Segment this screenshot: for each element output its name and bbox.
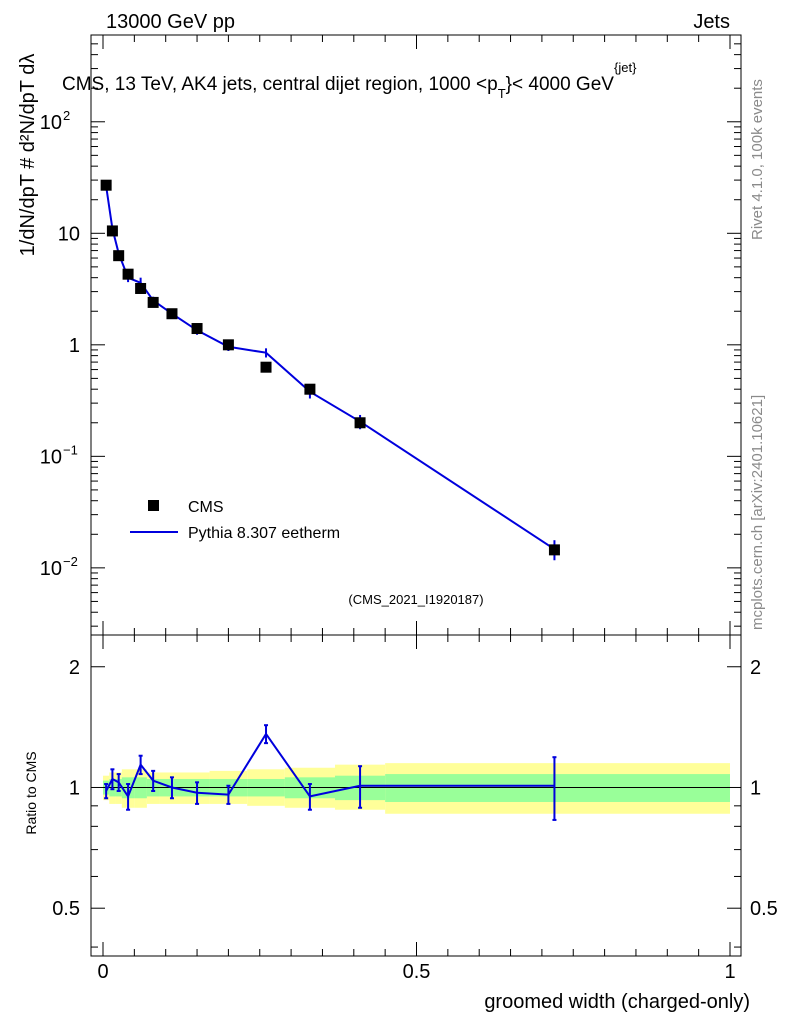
- data-point: [122, 268, 134, 280]
- main-title: CMS, 13 TeV, AK4 jets, central dijet reg…: [62, 74, 614, 101]
- legend: CMS Pythia 8.307 eetherm: [130, 499, 340, 542]
- ratio-plot: 0.5 0.5 1 1 2 2 0 0.5 1: [52, 634, 778, 983]
- watermark: (CMS_2021_I1920187): [348, 592, 483, 607]
- ratio-y-axis-label-text: Ratio to CMS: [23, 751, 39, 834]
- data-point: [113, 250, 125, 262]
- main-plot-frame: [90, 34, 742, 636]
- x-tick-label: 1: [724, 961, 735, 983]
- main-y-tick-exponent: −2: [63, 554, 78, 569]
- ratio-y-axis-label: Ratio to CMS: [23, 751, 39, 834]
- data-point: [191, 323, 203, 335]
- main-y-axis-label-text: 1/dN/dpT # d²N/dpT dλ: [17, 54, 39, 257]
- main-title-pre: CMS, 13 TeV, AK4 jets, central dijet reg…: [62, 74, 498, 95]
- x-tick-label: 0.5: [403, 961, 431, 983]
- mcplots-label: mcplots.cern.ch [arXiv:2401.10621]: [749, 395, 766, 630]
- data-point: [260, 361, 272, 373]
- data-point: [166, 308, 178, 320]
- data-point: [354, 417, 366, 429]
- ratio-band-inner: [385, 774, 730, 803]
- data-point: [135, 282, 147, 294]
- ratio-y-tick-label-left: 0.5: [52, 898, 80, 920]
- x-tick-label: 0: [97, 961, 108, 983]
- x-axis-label: groomed width (charged-only): [484, 991, 750, 1013]
- data-point: [222, 339, 234, 351]
- ratio-y-tick-label-right: 1: [750, 777, 761, 799]
- legend-label-mc: Pythia 8.307 eetherm: [188, 525, 340, 542]
- ratio-y-tick-label-left: 1: [69, 777, 80, 799]
- legend-label-cms: CMS: [188, 499, 224, 516]
- main-y-tick-label: 10: [58, 223, 80, 245]
- main-title-post: }< 4000 GeV: [506, 74, 615, 95]
- header-left: 13000 GeV pp: [106, 11, 235, 33]
- main-y-tick-label: 10: [40, 558, 62, 580]
- main-title-sup: {jet}: [614, 60, 637, 75]
- ratio-y-tick-label-right: 2: [750, 657, 761, 679]
- main-y-axis-label: 1/dN/dpT # d²N/dpT dλ: [17, 54, 39, 257]
- data-point: [548, 544, 560, 556]
- mc-line: [105, 185, 555, 551]
- main-y-tick-exponent: −1: [63, 442, 78, 457]
- main-y-tick-label: 10: [40, 112, 62, 134]
- data-point: [106, 225, 118, 237]
- header-right: Jets: [693, 11, 730, 33]
- legend-marker-cms: [148, 500, 159, 511]
- main-y-tick-label: 1: [69, 335, 80, 357]
- ratio-y-tick-label-right: 0.5: [750, 898, 778, 920]
- rivet-label: Rivet 4.1.0, 100k events: [749, 79, 766, 240]
- data-point: [147, 296, 159, 308]
- main-title-sub: T: [498, 86, 506, 101]
- data-point: [100, 179, 112, 191]
- main-y-tick-exponent: 2: [63, 108, 70, 123]
- ratio-y-tick-label-left: 2: [69, 657, 80, 679]
- main-y-tick-label: 10: [40, 446, 62, 468]
- data-point: [304, 383, 316, 395]
